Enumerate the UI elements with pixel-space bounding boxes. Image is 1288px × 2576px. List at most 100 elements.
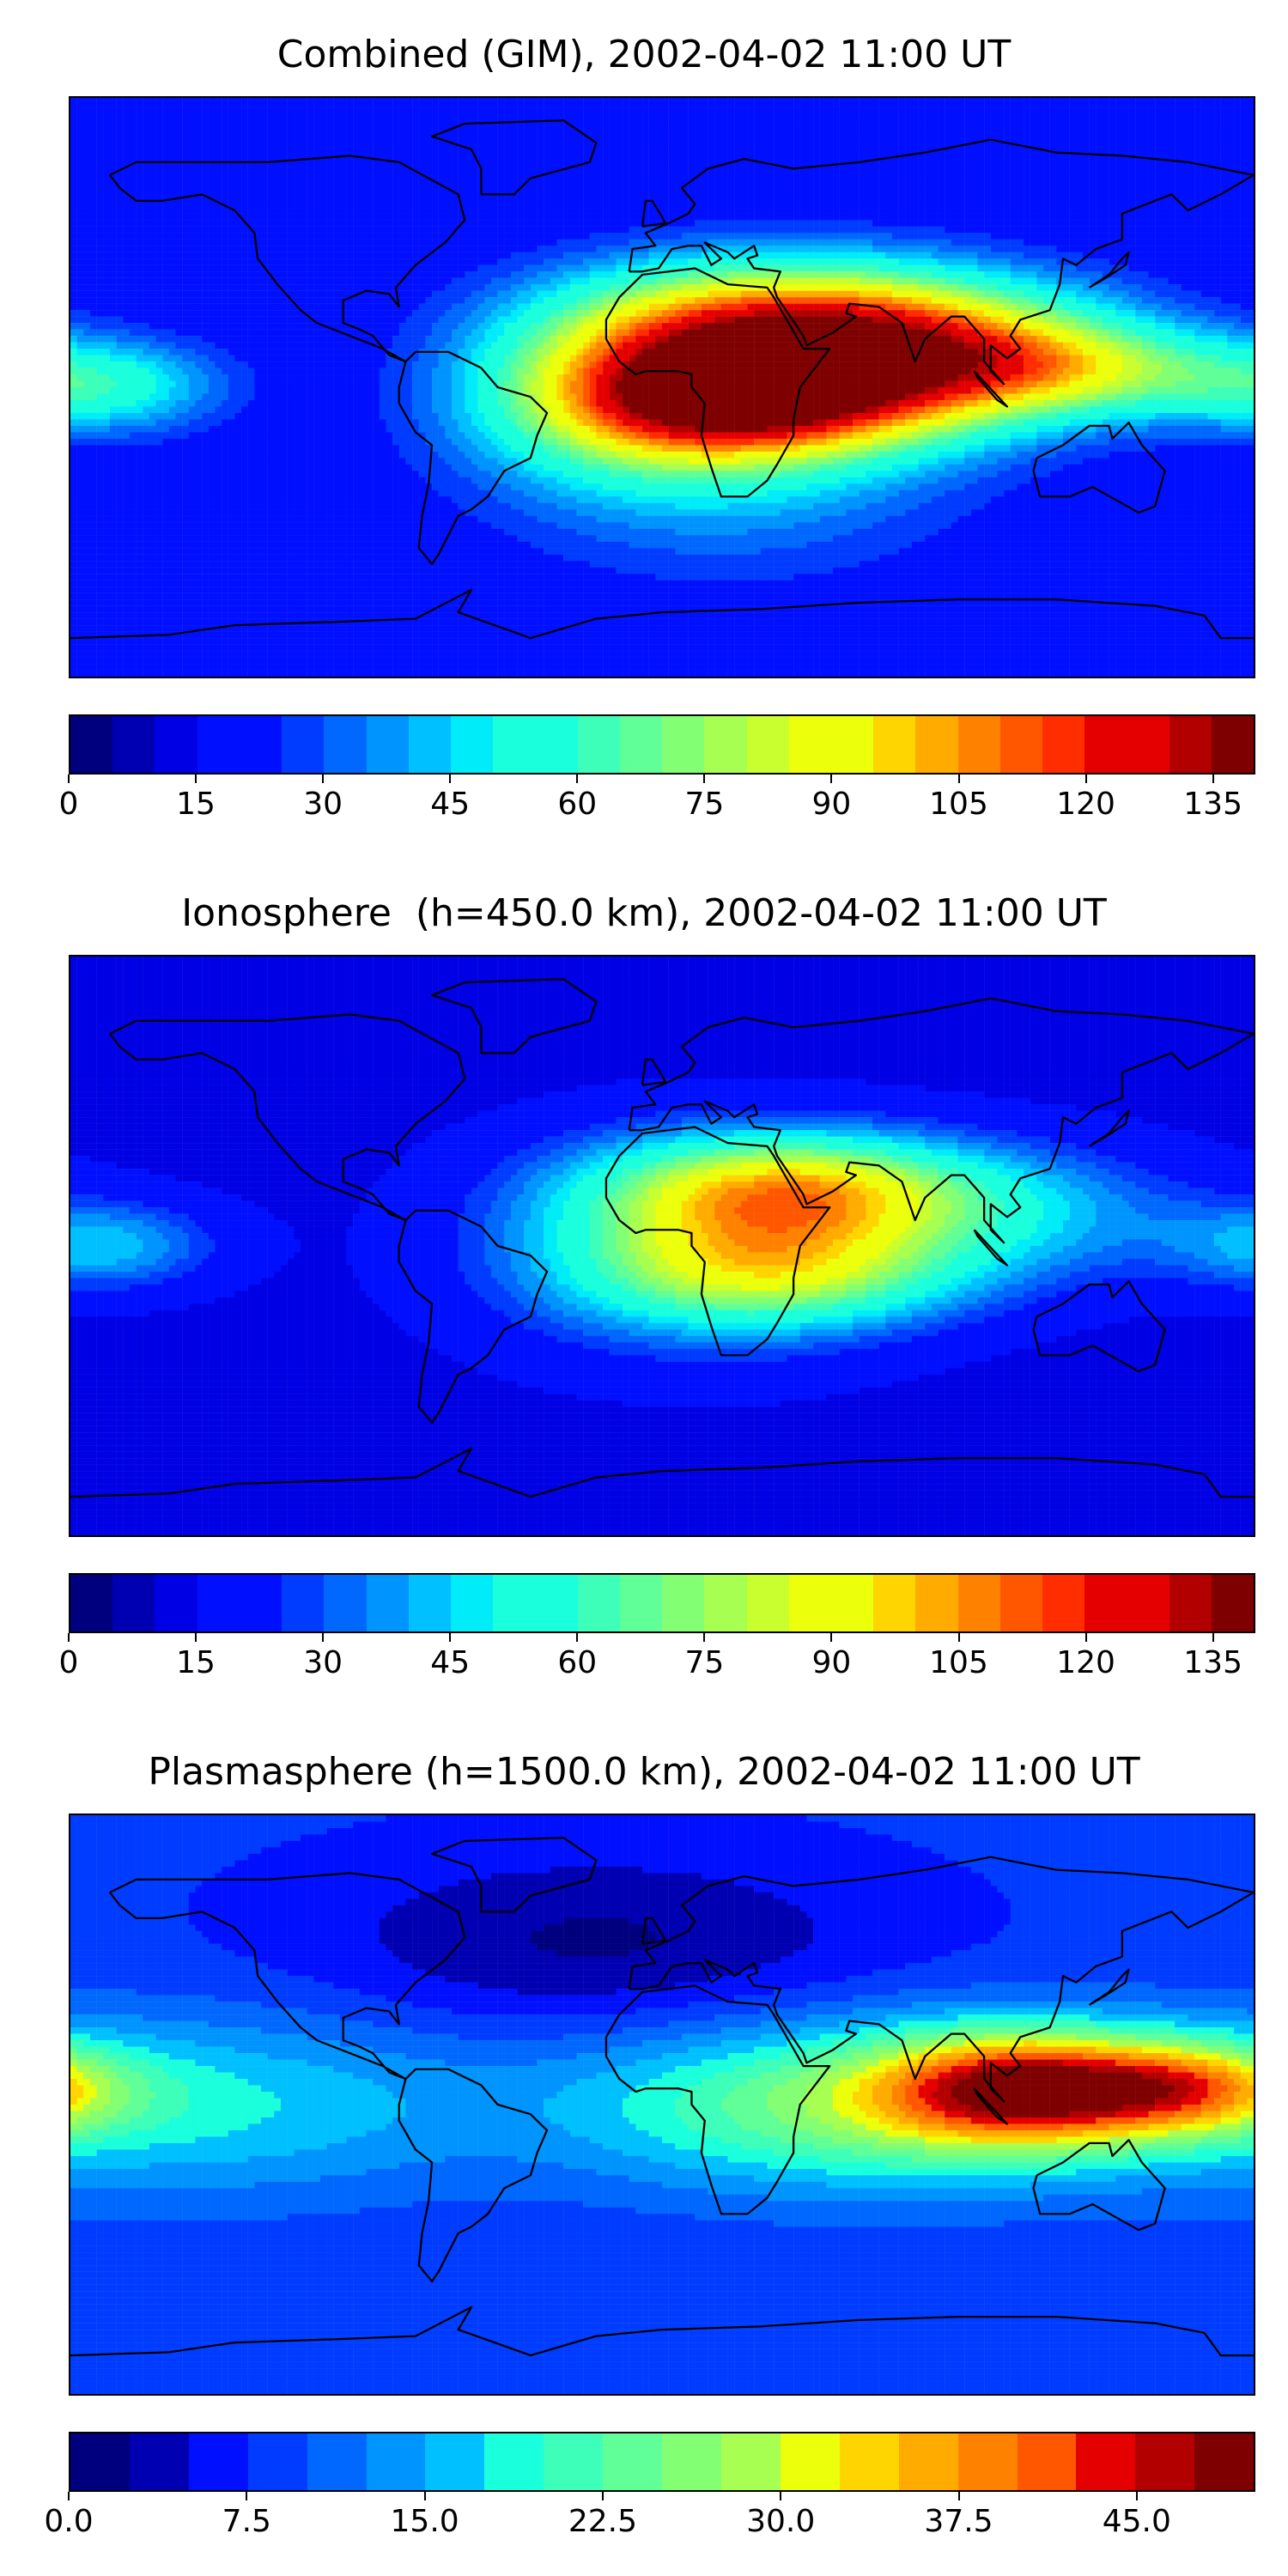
- field-cell: [879, 227, 886, 234]
- field-cell: [840, 117, 847, 124]
- field-cell: [162, 143, 169, 149]
- field-cell: [182, 233, 189, 240]
- field-cell: [1109, 201, 1116, 208]
- field-cell: [373, 214, 380, 221]
- field-cell: [1175, 233, 1182, 240]
- field-cell: [1168, 240, 1175, 246]
- field-cell: [465, 149, 471, 156]
- field-cell: [761, 246, 768, 252]
- field-cell: [951, 117, 958, 124]
- field-cell: [162, 168, 169, 175]
- field-cell: [353, 265, 360, 272]
- field-cell: [708, 149, 715, 156]
- field-cell: [189, 207, 196, 214]
- field-cell: [143, 207, 149, 214]
- field-cell: [741, 227, 748, 234]
- field-cell: [885, 258, 892, 265]
- field-cell: [964, 214, 971, 221]
- field-cell: [721, 188, 728, 195]
- field-cell: [195, 252, 202, 259]
- field-cell: [813, 246, 820, 252]
- field-cell: [97, 252, 104, 259]
- field-cell: [373, 271, 380, 278]
- field-cell: [774, 111, 781, 118]
- field-cell: [103, 117, 110, 124]
- field-cell: [754, 137, 761, 143]
- field-cell: [813, 181, 820, 188]
- field-cell: [853, 246, 860, 252]
- field-cell: [662, 181, 669, 188]
- field-cell: [1090, 130, 1097, 137]
- field-cell: [682, 252, 689, 259]
- field-cell: [964, 246, 971, 252]
- field-cell: [307, 104, 314, 111]
- field-cell: [143, 124, 149, 131]
- field-cell: [373, 240, 380, 246]
- field-cell: [90, 252, 97, 259]
- field-cell: [721, 111, 728, 118]
- field-cell: [465, 258, 471, 265]
- field-cell: [110, 246, 117, 252]
- field-cell: [425, 155, 432, 162]
- field-cell: [1221, 207, 1228, 214]
- field-cell: [459, 233, 465, 240]
- field-cell: [642, 188, 649, 195]
- field-cell: [248, 181, 255, 188]
- field-cell: [524, 149, 531, 156]
- field-cell: [498, 162, 505, 169]
- field-cell: [557, 233, 564, 240]
- field-cell: [1050, 188, 1057, 195]
- field-cell: [103, 265, 110, 272]
- field-cell: [373, 188, 380, 195]
- field-cell: [984, 111, 991, 118]
- field-cell: [781, 188, 787, 195]
- field-cell: [649, 117, 656, 124]
- field-cell: [596, 149, 603, 156]
- field-cell: [1056, 201, 1063, 208]
- field-cell: [103, 194, 110, 201]
- field-cell: [1188, 98, 1194, 105]
- field-cell: [234, 168, 241, 175]
- field-cell: [77, 143, 84, 149]
- field-cell: [741, 240, 748, 246]
- field-cell: [623, 111, 629, 118]
- field-cell: [143, 240, 149, 246]
- field-cell: [544, 98, 550, 105]
- field-cell: [1241, 220, 1248, 227]
- field-cell: [1155, 201, 1162, 208]
- field-cell: [669, 124, 676, 131]
- field-cell: [103, 207, 110, 214]
- field-cell: [77, 240, 84, 246]
- field-cell: [1201, 214, 1208, 221]
- field-cell: [70, 143, 77, 149]
- field-cell: [103, 246, 110, 252]
- field-cell: [945, 124, 951, 131]
- field-cell: [518, 271, 525, 278]
- field-cell: [800, 227, 807, 234]
- field-cell: [866, 240, 872, 246]
- field-cell: [97, 214, 104, 221]
- field-cell: [833, 181, 840, 188]
- field-cell: [471, 188, 478, 195]
- field-cell: [432, 117, 439, 124]
- field-cell: [137, 188, 143, 195]
- field-cell: [234, 149, 241, 156]
- field-cell: [353, 271, 360, 278]
- field-cell: [425, 137, 432, 143]
- field-cell: [254, 98, 261, 105]
- field-cell: [538, 137, 544, 143]
- field-cell: [162, 227, 169, 234]
- field-cell: [1122, 98, 1129, 105]
- field-cell: [90, 258, 97, 265]
- field-cell: [761, 220, 768, 227]
- field-cell: [386, 265, 392, 272]
- field-cell: [202, 149, 209, 156]
- field-cell: [1241, 207, 1248, 214]
- field-cell: [682, 207, 689, 214]
- field-cell: [754, 214, 761, 221]
- field-cell: [156, 220, 163, 227]
- field-cell: [1201, 233, 1208, 240]
- field-cell: [964, 188, 971, 195]
- field-cell: [327, 181, 334, 188]
- field-cell: [1142, 240, 1149, 246]
